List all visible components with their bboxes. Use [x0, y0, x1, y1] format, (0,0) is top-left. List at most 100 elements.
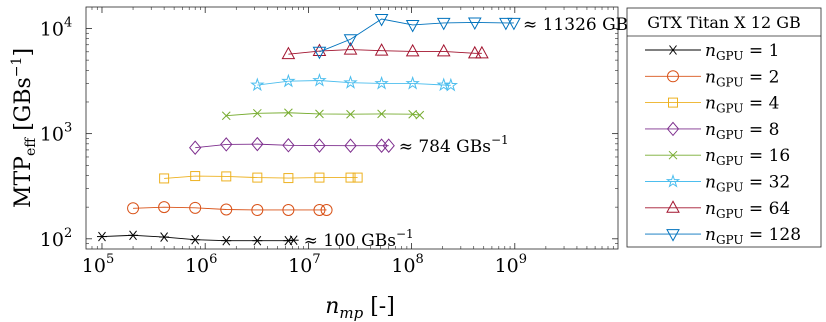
marker-shape — [374, 43, 389, 56]
marker-shape — [159, 173, 170, 184]
marker-shape — [312, 46, 327, 60]
data-point — [96, 231, 107, 242]
marker-shape — [320, 203, 333, 216]
x-tick-base: 10 — [288, 255, 312, 277]
marker-shape — [415, 110, 425, 120]
legend-entry-64: nGPU = 64 — [645, 199, 790, 221]
y-tick-label: 102 — [40, 226, 72, 251]
marker-shape — [436, 17, 451, 31]
legend-entry-32: nGPU = 32 — [645, 173, 790, 195]
data-point — [344, 138, 357, 153]
annotation-text: ≈ 100 GBs — [304, 231, 396, 251]
marker-shape — [665, 173, 681, 188]
legend-sub: GPU — [716, 154, 744, 168]
marker-shape — [666, 229, 680, 242]
legend-eq: = — [744, 41, 769, 61]
legend-eq: = — [744, 146, 769, 166]
x-tick-exp: 7 — [312, 252, 320, 267]
legend-entry-16: nGPU = 16 — [645, 146, 790, 168]
legend-label: nGPU = 128 — [705, 225, 801, 247]
legend-marker — [666, 229, 680, 242]
marker-shape — [282, 203, 295, 216]
data-point — [252, 235, 263, 246]
data-point — [405, 19, 420, 33]
legend-entry-1: nGPU = 1 — [645, 41, 779, 63]
data-point — [251, 203, 264, 216]
data-point — [282, 203, 295, 216]
marker-shape — [666, 200, 680, 213]
y-label-close: ] — [11, 48, 36, 57]
x-tick-label: 108 — [391, 252, 423, 277]
data-point — [312, 43, 327, 57]
series-line — [257, 80, 451, 86]
x-tick-base: 10 — [495, 255, 519, 277]
x-tick-label: 106 — [185, 252, 217, 277]
x-tick-exp: 5 — [106, 252, 114, 267]
legend-sub: GPU — [716, 233, 744, 247]
legend-var: n — [705, 67, 716, 87]
data-point — [408, 109, 418, 119]
data-point — [345, 172, 356, 183]
data-point — [190, 234, 201, 245]
data-point — [283, 173, 294, 184]
series-64 — [281, 42, 489, 60]
marker-shape — [252, 172, 263, 183]
data-point — [281, 73, 296, 88]
legend-entry-128: nGPU = 128 — [645, 225, 801, 247]
legend-eq: = — [744, 94, 769, 114]
legend-title: GTX Titan X 12 GB — [647, 13, 801, 32]
legend-eq: = — [744, 225, 769, 245]
legend-marker — [668, 150, 678, 160]
series-line — [288, 49, 482, 55]
marker-shape — [222, 235, 231, 246]
data-point — [281, 46, 296, 60]
marker-shape — [251, 203, 264, 216]
series-16 — [221, 108, 425, 121]
data-point — [252, 172, 263, 183]
marker-shape — [405, 43, 420, 57]
marker-shape — [467, 45, 482, 59]
legend-eq: = — [744, 199, 769, 219]
x-tick-exp: 6 — [209, 252, 217, 267]
data-point — [189, 201, 202, 214]
data-point — [374, 43, 389, 56]
data-point — [436, 43, 451, 57]
x-axis-label: nmp [-] — [325, 294, 395, 322]
legend-value: 32 — [769, 173, 791, 193]
legend-var: n — [705, 199, 716, 219]
x-tick-base: 10 — [391, 255, 415, 277]
series-128 — [312, 14, 521, 60]
marker-shape — [221, 111, 231, 121]
marker-shape — [443, 77, 459, 92]
marker-shape — [666, 121, 680, 137]
data-point — [377, 109, 386, 119]
legend-value: 4 — [769, 94, 780, 114]
marker-shape — [352, 172, 363, 183]
legend-sub: GPU — [716, 207, 744, 221]
data-point — [346, 109, 355, 119]
data-point — [221, 171, 232, 182]
marker-shape — [669, 45, 677, 55]
data-point — [128, 230, 139, 241]
annotation-label: ≈ 784 GBs−1 — [399, 133, 509, 157]
y-tick-base: 10 — [40, 18, 64, 40]
marker-shape — [250, 77, 265, 92]
x-label-unit: [-] — [363, 294, 395, 319]
y-axis-label: MTPeff [GBs−1] — [9, 48, 39, 208]
data-point — [159, 173, 170, 184]
marker-shape — [284, 108, 293, 118]
y-tick-exp: 3 — [64, 121, 72, 136]
data-point — [220, 137, 233, 152]
marker-shape — [129, 230, 137, 241]
legend-eq: = — [744, 173, 769, 193]
y-tick-base: 10 — [40, 124, 64, 146]
data-point — [190, 171, 201, 182]
legend-marker — [668, 45, 678, 55]
marker-shape — [344, 138, 357, 153]
series-line — [164, 175, 358, 179]
marker-shape — [374, 75, 389, 90]
series-1 — [96, 230, 299, 246]
marker-shape — [283, 173, 294, 184]
data-point — [320, 203, 333, 216]
